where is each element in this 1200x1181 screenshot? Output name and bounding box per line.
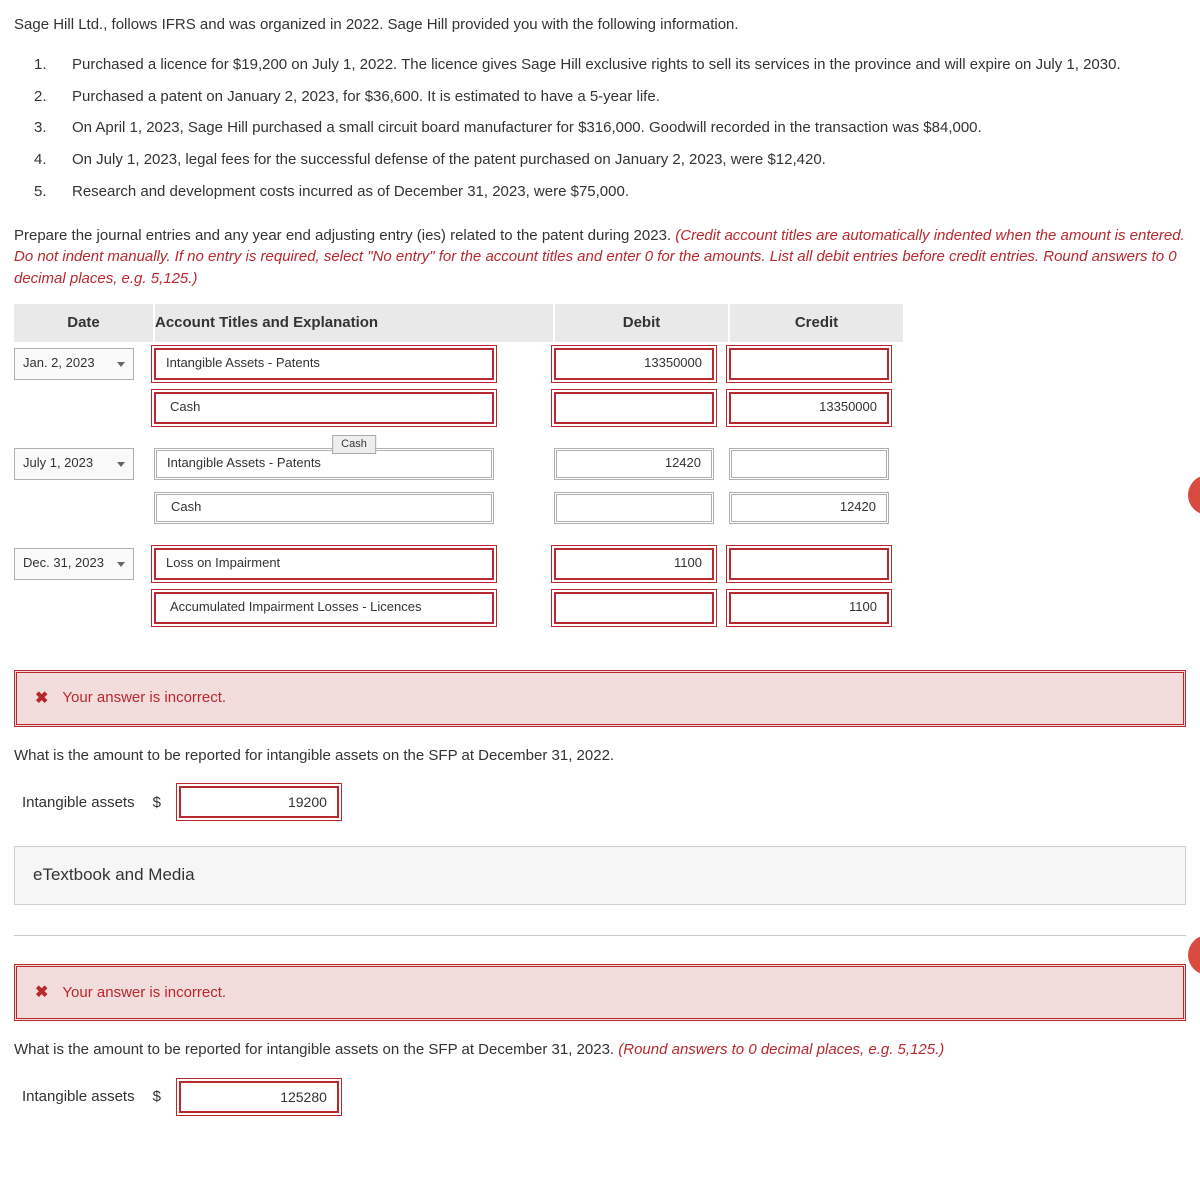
instr-black: Prepare the journal entries and any year… [14, 227, 675, 244]
fact-number: 1. [34, 54, 72, 76]
credit-input[interactable]: 1100 [729, 592, 889, 624]
question-1: What is the amount to be reported for in… [14, 745, 1186, 767]
answer-row-1: Intangible assets $ 19200 [14, 786, 1186, 818]
answer-label-1: Intangible assets [22, 792, 135, 814]
credit-input[interactable] [729, 348, 889, 380]
credit-input[interactable] [729, 448, 889, 480]
account-input[interactable]: Cash [154, 492, 494, 524]
account-input[interactable]: Intangible Assets - Patents [154, 448, 494, 480]
side-tab-2[interactable] [1188, 935, 1200, 975]
etextbook-panel[interactable]: eTextbook and Media [14, 846, 1186, 905]
alert-x-icon: ✖ [35, 981, 48, 1004]
alert-text: Your answer is incorrect. [62, 687, 226, 709]
table-row: Dec. 31, 2023 Loss on Impairment 1100 [14, 542, 904, 586]
answer-input-1[interactable]: 19200 [179, 786, 339, 818]
fact-number: 4. [34, 149, 72, 171]
credit-input[interactable] [729, 548, 889, 580]
fact-number: 5. [34, 181, 72, 203]
account-input[interactable]: Loss on Impairment [154, 548, 494, 580]
answer-input-2[interactable]: 125280 [179, 1081, 339, 1113]
fact-text: Purchased a licence for $19,200 on July … [72, 54, 1121, 76]
debit-input[interactable]: 13350000 [554, 348, 714, 380]
fact-item: 2.Purchased a patent on January 2, 2023,… [34, 86, 1186, 108]
account-input[interactable]: Cash [154, 392, 494, 424]
question-2: What is the amount to be reported for in… [14, 1039, 1186, 1061]
alert-x-icon: ✖ [35, 687, 48, 710]
instructions: Prepare the journal entries and any year… [14, 225, 1186, 290]
table-row: Cash 12420 [14, 486, 904, 530]
debit-input[interactable]: 12420 [554, 448, 714, 480]
col-acct: Account Titles and Explanation [154, 304, 554, 342]
fact-item: 3.On April 1, 2023, Sage Hill purchased … [34, 117, 1186, 139]
table-row: Accumulated Impairment Losses - Licences… [14, 586, 904, 630]
debit-input[interactable]: 1100 [554, 548, 714, 580]
fact-number: 2. [34, 86, 72, 108]
col-debit: Debit [554, 304, 729, 342]
credit-input[interactable]: 13350000 [729, 392, 889, 424]
credit-input[interactable]: 12420 [729, 492, 889, 524]
account-input[interactable]: Intangible Assets - Patents [154, 348, 494, 380]
journal-body: Jan. 2, 2023 Intangible Assets - Patents 1… [14, 342, 904, 642]
debit-input[interactable] [554, 492, 714, 524]
col-credit: Credit [729, 304, 904, 342]
date-select[interactable]: July 1, 2023 [14, 448, 134, 480]
fact-text: On July 1, 2023, legal fees for the succ… [72, 149, 826, 171]
answer-row-2: Intangible assets $ 125280 [14, 1081, 1186, 1113]
side-tab-1[interactable] [1188, 475, 1200, 515]
fact-text: On April 1, 2023, Sage Hill purchased a … [72, 117, 982, 139]
dollar-2: $ [153, 1086, 161, 1108]
fact-item: 5.Research and development costs incurre… [34, 181, 1186, 203]
tooltip: Cash [332, 435, 376, 455]
table-row: Jan. 2, 2023 Intangible Assets - Patents 1… [14, 342, 904, 386]
table-row: Cash 13350000 [14, 386, 904, 430]
alert-text: Your answer is incorrect. [62, 982, 226, 1004]
date-select[interactable]: Jan. 2, 2023 [14, 348, 134, 380]
intro-text: Sage Hill Ltd., follows IFRS and was org… [14, 14, 1186, 36]
table-row: July 1, 2023Intangible Assets - PatentsC… [14, 442, 904, 486]
fact-item: 4.On July 1, 2023, legal fees for the su… [34, 149, 1186, 171]
fact-text: Research and development costs incurred … [72, 181, 629, 203]
facts-list: 1.Purchased a licence for $19,200 on Jul… [14, 54, 1186, 203]
debit-input[interactable] [554, 592, 714, 624]
separator [14, 935, 1186, 936]
debit-input[interactable] [554, 392, 714, 424]
col-date: Date [14, 304, 154, 342]
dollar-1: $ [153, 792, 161, 814]
journal-table: Date Account Titles and Explanation Debi… [14, 304, 905, 642]
alert-incorrect-1: ✖ Your answer is incorrect. [14, 670, 1186, 727]
fact-text: Purchased a patent on January 2, 2023, f… [72, 86, 660, 108]
answer-label-2: Intangible assets [22, 1086, 135, 1108]
q2-red: (Round answers to 0 decimal places, e.g.… [618, 1041, 944, 1058]
fact-number: 3. [34, 117, 72, 139]
q2-black: What is the amount to be reported for in… [14, 1041, 618, 1058]
date-select[interactable]: Dec. 31, 2023 [14, 548, 134, 580]
account-input[interactable]: Accumulated Impairment Losses - Licences [154, 592, 494, 624]
fact-item: 1.Purchased a licence for $19,200 on Jul… [34, 54, 1186, 76]
alert-incorrect-2: ✖ Your answer is incorrect. [14, 964, 1186, 1021]
